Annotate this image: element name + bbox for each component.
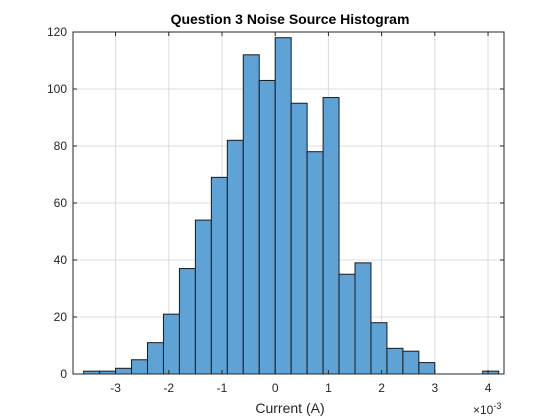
x-tick-label: 3 — [431, 381, 438, 395]
histogram-bar — [354, 262, 372, 375]
histogram-bar — [242, 54, 260, 375]
histogram-bar — [258, 79, 276, 375]
histogram-bar — [402, 350, 420, 375]
histogram-bar — [210, 176, 228, 375]
histogram-bar — [386, 347, 404, 375]
y-tick-label: 120 — [47, 25, 67, 39]
x-tick-label: 2 — [378, 381, 385, 395]
histogram-bar — [162, 313, 180, 375]
x-axis-ticks: -3 -2 -1 0 1 2 3 4 — [110, 32, 492, 395]
x-axis-multiplier-base: ×10 — [473, 403, 494, 417]
histogram-bar — [274, 37, 292, 375]
histogram-bar — [322, 97, 340, 375]
x-tick-label: -2 — [163, 381, 174, 395]
histogram-bar — [418, 362, 436, 375]
x-tick-label: -3 — [110, 381, 121, 395]
y-tick-label: 80 — [54, 139, 68, 153]
histogram-bar — [226, 139, 244, 375]
x-axis-multiplier-exponent: -3 — [493, 401, 501, 411]
y-tick-label: 60 — [54, 196, 68, 210]
histogram-bar — [131, 359, 148, 375]
x-axis-multiplier: ×10-3 — [473, 401, 501, 417]
x-axis-label: Current (A) — [255, 400, 324, 416]
y-tick-label: 20 — [54, 310, 68, 324]
x-tick-label: 0 — [272, 381, 279, 395]
histogram-bar — [338, 273, 356, 375]
x-tick-label: 1 — [325, 381, 332, 395]
histogram-bar — [306, 151, 324, 375]
x-tick-label: -1 — [217, 381, 228, 395]
histogram-bar — [370, 322, 388, 375]
histogram-bar — [115, 367, 133, 375]
histogram-bar — [290, 102, 308, 375]
y-tick-label: 100 — [47, 82, 67, 96]
x-tick-label: 4 — [485, 381, 492, 395]
bars — [83, 37, 500, 375]
chart-title: Question 3 Noise Source Histogram — [171, 11, 410, 27]
y-tick-label: 40 — [54, 253, 68, 267]
histogram-bar — [194, 219, 212, 375]
y-tick-label: 0 — [60, 367, 67, 381]
y-axis-ticks: 0 20 40 60 80 100 120 — [47, 25, 504, 381]
histogram-bar — [178, 268, 196, 375]
histogram-bar — [146, 342, 164, 375]
